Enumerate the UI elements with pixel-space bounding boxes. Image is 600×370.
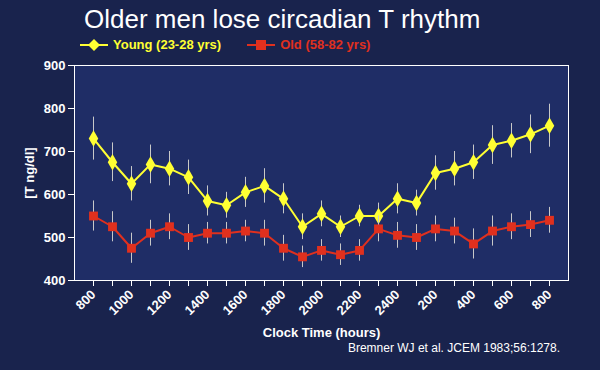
svg-text:1600: 1600: [220, 287, 251, 318]
html-text:Young (23-28 yrs): Young (23-28 yrs): [113, 37, 222, 52]
svg-text:500: 500: [44, 230, 66, 245]
svg-text:[T ng/dl]: [T ng/dl]: [22, 147, 37, 198]
svg-text:1200: 1200: [144, 287, 175, 318]
svg-text:400: 400: [453, 287, 479, 313]
svg-text:400: 400: [44, 273, 66, 288]
html-text:Older men lose circadian T rhy: Older men lose circadian T rhythm: [84, 4, 481, 34]
svg-text:700: 700: [44, 144, 66, 159]
svg-text:600: 600: [491, 287, 517, 313]
svg-text:1000: 1000: [106, 287, 137, 318]
svg-text:Clock Time (hours): Clock Time (hours): [263, 325, 381, 340]
svg-text:900: 900: [44, 58, 66, 73]
svg-text:800: 800: [44, 101, 66, 116]
svg-text:200: 200: [415, 287, 441, 313]
svg-text:1800: 1800: [258, 287, 289, 318]
svg-text:1400: 1400: [182, 287, 213, 318]
html-text:Bremner WJ et al. JCEM 1983;56: Bremner WJ et al. JCEM 1983;56:1278.: [347, 341, 560, 355]
svg-text:2000: 2000: [296, 287, 327, 318]
html-text:Old (58-82 yrs): Old (58-82 yrs): [280, 37, 371, 52]
svg-text:600: 600: [44, 187, 66, 202]
svg-text:800: 800: [529, 287, 555, 313]
svg-text:2400: 2400: [372, 287, 403, 318]
svg-text:2200: 2200: [334, 287, 365, 318]
svg-text:800: 800: [73, 287, 99, 313]
